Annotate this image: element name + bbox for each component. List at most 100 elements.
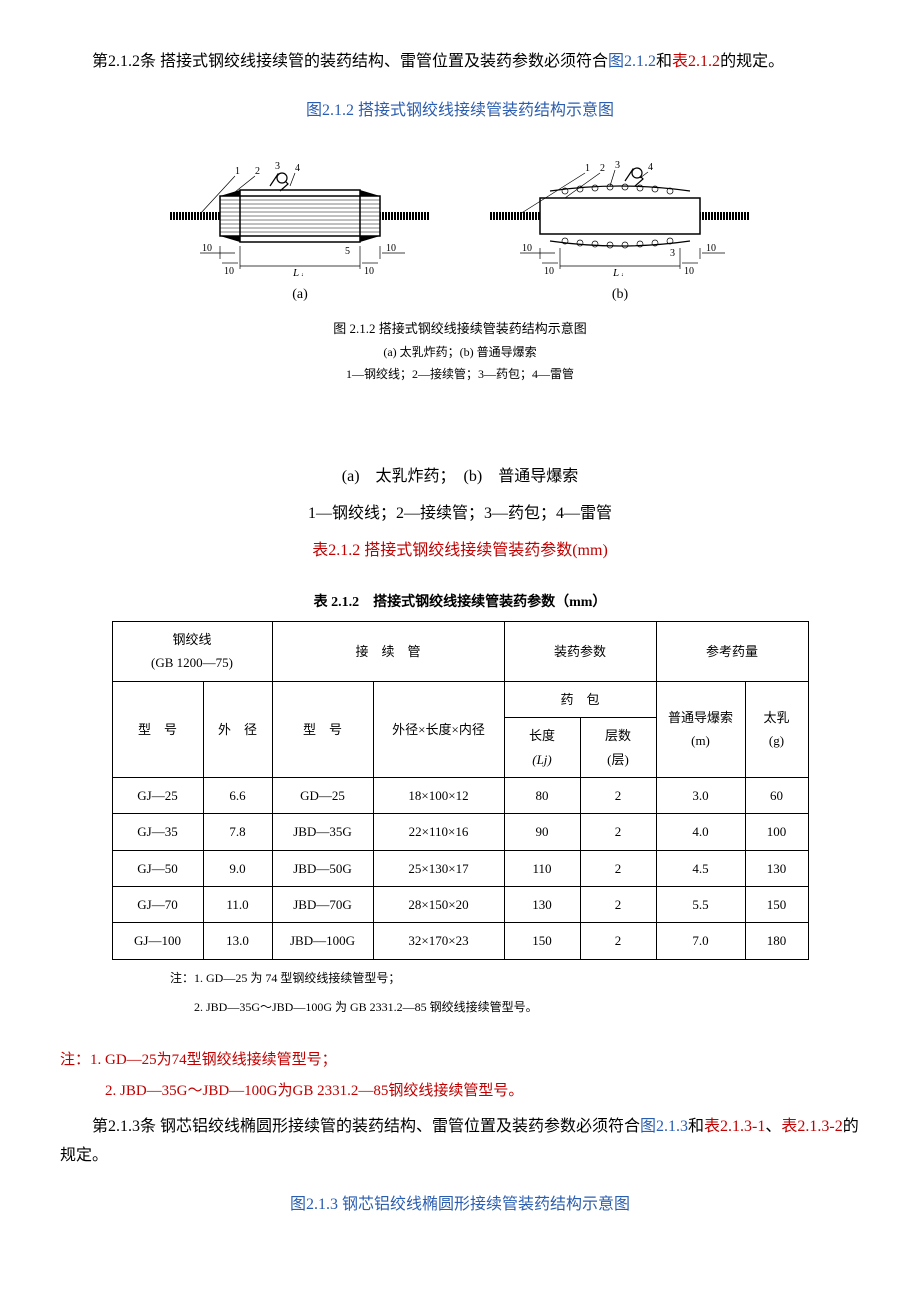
table-cell: 5.5 xyxy=(656,887,745,923)
svg-text:10: 10 xyxy=(706,243,716,254)
table-cell: 7.0 xyxy=(656,923,745,959)
table-cell: GJ—70 xyxy=(112,887,203,923)
svg-text:j: j xyxy=(300,272,304,276)
para-2-1-3-mid2: 、 xyxy=(765,1118,781,1135)
th-ref: 参考药量 xyxy=(656,621,808,681)
svg-text:3: 3 xyxy=(615,160,620,171)
fig-2-1-2-sub2: 1—钢绞线；2—接续管；3—药包；4—雷管 xyxy=(60,364,860,386)
table-2-1-2-title: 表 2.1.2 搭接式钢绞线接续管装药参数（mm） xyxy=(60,590,860,615)
table-cell: 22×110×16 xyxy=(373,814,504,850)
fig-2-1-2-title: 图2.1.2 搭接式钢绞线接续管装药结构示意图 xyxy=(60,97,860,126)
table-cell: 13.0 xyxy=(203,923,272,959)
table-cell: 80 xyxy=(504,777,580,813)
table-cell: 2 xyxy=(580,923,656,959)
table-cell: JBD—70G xyxy=(272,887,373,923)
svg-text:10: 10 xyxy=(522,243,532,254)
svg-text:j: j xyxy=(620,272,624,276)
table-note-2: 2. JBD—35G～JBD—100G 为 GB 2331.2—85 钢绞线接续… xyxy=(170,997,860,1019)
svg-text:3: 3 xyxy=(275,161,280,172)
diagram-b-label: (b) xyxy=(480,282,760,307)
svg-text:1: 1 xyxy=(235,166,240,177)
table-row: GJ—10013.0JBD—100G32×170×2315027.0180 xyxy=(112,923,808,959)
table-cell: JBD—50G xyxy=(272,850,373,886)
svg-text:3: 3 xyxy=(670,248,675,259)
table-cell: 130 xyxy=(504,887,580,923)
link-tbl-2-1-2[interactable]: 表2.1.2 xyxy=(672,53,720,70)
table-cell: 90 xyxy=(504,814,580,850)
table-row: GJ—509.0JBD—50G25×130×1711024.5130 xyxy=(112,850,808,886)
table-row: GJ—357.8JBD—35G22×110×169024.0100 xyxy=(112,814,808,850)
svg-text:5: 5 xyxy=(345,246,350,257)
svg-text:2: 2 xyxy=(255,166,260,177)
th-model: 型 号 xyxy=(112,681,203,777)
table-cell: GD—25 xyxy=(272,777,373,813)
table-cell: GJ—50 xyxy=(112,850,203,886)
svg-text:4: 4 xyxy=(295,163,300,174)
table-cell: 32×170×23 xyxy=(373,923,504,959)
fig-2-1-3-title: 图2.1.3 钢芯铝绞线椭圆形接续管装药结构示意图 xyxy=(60,1191,860,1220)
th-layers: 层数 (层) xyxy=(580,718,656,778)
table-cell: 4.0 xyxy=(656,814,745,850)
svg-text:L: L xyxy=(612,267,619,276)
table-cell: 2 xyxy=(580,850,656,886)
fig-2-1-2-sub1: (a) 太乳炸药；(b) 普通导爆索 xyxy=(60,342,860,364)
table-cell: 6.6 xyxy=(203,777,272,813)
table-row: GJ—256.6GD—2518×100×128023.060 xyxy=(112,777,808,813)
diagram-a-label: (a) xyxy=(160,282,440,307)
table-cell: GJ—25 xyxy=(112,777,203,813)
fig-2-1-2-caption: 图 2.1.2 搭接式钢绞线接续管装药结构示意图 xyxy=(60,317,860,340)
th-dims: 外径×长度×内径 xyxy=(373,681,504,777)
table-cell: 110 xyxy=(504,850,580,886)
table-cell: 25×130×17 xyxy=(373,850,504,886)
para-2-1-2-lead: 第2.1.2条 搭接式钢绞线接续管的装药结构、雷管位置及装药参数必须符合 xyxy=(92,53,608,70)
table-cell: 60 xyxy=(745,777,808,813)
table-cell: 2 xyxy=(580,777,656,813)
table-cell: GJ—100 xyxy=(112,923,203,959)
table-row: GJ—7011.0JBD—70G28×150×2013025.5150 xyxy=(112,887,808,923)
link-fig-2-1-2[interactable]: 图2.1.2 xyxy=(608,53,656,70)
svg-text:4: 4 xyxy=(648,162,653,173)
th-pack: 药 包 xyxy=(504,681,656,717)
svg-text:1: 1 xyxy=(585,163,590,174)
table-cell: 2 xyxy=(580,814,656,850)
table-cell: 9.0 xyxy=(203,850,272,886)
table-cell: JBD—100G xyxy=(272,923,373,959)
legend-parts: 1—钢绞线；2—接续管；3—药包；4—雷管 xyxy=(60,500,860,529)
table-cell: JBD—35G xyxy=(272,814,373,850)
diagram-b: 1 2 3 4 10 10 L j 3 xyxy=(480,156,760,307)
table-cell: 150 xyxy=(504,923,580,959)
th-len: 长度 (Lj) xyxy=(504,718,580,778)
table-cell: 11.0 xyxy=(203,887,272,923)
para-2-1-3-mid1: 和 xyxy=(688,1118,704,1135)
table-cell: 150 xyxy=(745,887,808,923)
fig-2-1-2-diagrams: 1 2 3 4 10 10 L j 5 10 xyxy=(60,156,860,386)
th-tube-model: 型 号 xyxy=(272,681,373,777)
svg-text:10: 10 xyxy=(386,243,396,254)
diagram-a: 1 2 3 4 10 10 L j 5 10 xyxy=(160,156,440,307)
para-2-1-3-lead: 第2.1.3条 钢芯铝绞线椭圆形接续管的装药结构、雷管位置及装药参数必须符合 xyxy=(92,1118,640,1135)
table-cell: 3.0 xyxy=(656,777,745,813)
th-milk: 太乳 (g) xyxy=(745,681,808,777)
table-2-1-2: 钢绞线 (GB 1200—75) 接 续 管 装药参数 参考药量 型 号 外 径… xyxy=(112,621,809,960)
link-fig-2-1-3[interactable]: 图2.1.3 xyxy=(640,1118,688,1135)
table-cell: 18×100×12 xyxy=(373,777,504,813)
note-red-1: 注：1. GD—25为74型钢绞线接续管型号； xyxy=(60,1047,860,1074)
para-2-1-2-mid: 和 xyxy=(656,53,672,70)
svg-text:10: 10 xyxy=(364,266,374,276)
svg-text:10: 10 xyxy=(224,266,234,276)
svg-text:10: 10 xyxy=(202,243,212,254)
note-red-2: 2. JBD—35G～JBD—100G为GB 2331.2—85钢绞线接续管型号… xyxy=(60,1078,860,1105)
table-cell: 100 xyxy=(745,814,808,850)
legend-line: (a) 太乳炸药； (b) 普通导爆索 xyxy=(60,463,860,492)
link-tbl-2-1-3-1[interactable]: 表2.1.3-1 xyxy=(704,1118,765,1135)
svg-text:10: 10 xyxy=(544,266,554,276)
table-cell: GJ—35 xyxy=(112,814,203,850)
table-cell: 4.5 xyxy=(656,850,745,886)
table-cell: 7.8 xyxy=(203,814,272,850)
svg-text:10: 10 xyxy=(684,266,694,276)
th-strand: 钢绞线 (GB 1200—75) xyxy=(112,621,272,681)
th-od: 外 径 xyxy=(203,681,272,777)
th-cord: 普通导爆索 (m) xyxy=(656,681,745,777)
svg-text:2: 2 xyxy=(600,163,605,174)
link-tbl-2-1-3-2[interactable]: 表2.1.3-2 xyxy=(781,1118,842,1135)
